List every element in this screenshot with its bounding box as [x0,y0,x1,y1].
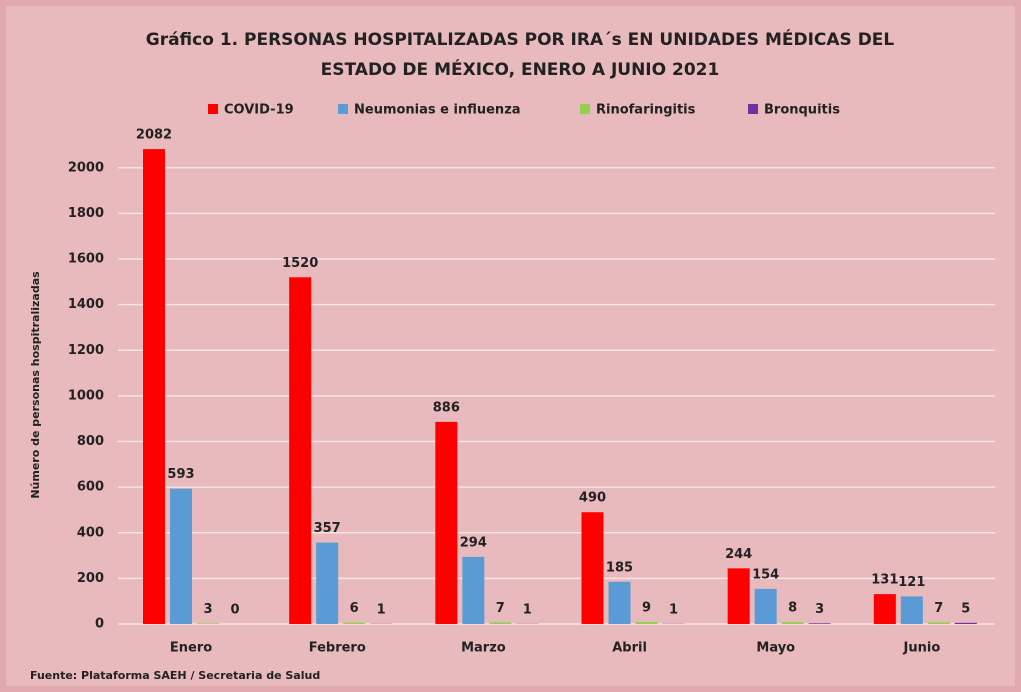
data-label: 1 [523,602,532,617]
data-label: 7 [496,601,505,616]
bar [954,622,977,624]
legend-label: Rinofaringitis [596,103,696,118]
data-label: 185 [606,560,633,575]
bar [727,568,750,624]
data-label: 244 [725,547,752,562]
data-label: 0 [230,603,239,618]
legend-swatch [208,104,218,114]
source-note: Fuente: Plataforma SAEH / Secretaria de … [30,669,320,682]
y-tick-label: 800 [77,434,104,449]
y-axis-label: Número de personas hospitralizadas [29,271,42,499]
data-label: 490 [579,491,606,506]
chart-title: Gráfico 1. PERSONAS HOSPITALIZADAS POR I… [146,28,895,50]
bar [170,488,192,624]
data-label: 9 [642,600,651,615]
bar [197,623,219,624]
data-label: 294 [460,535,487,550]
bar [927,622,950,624]
bar [581,512,604,624]
y-tick-label: 400 [77,525,104,540]
bar [316,542,339,624]
legend-swatch [338,104,348,114]
legend-label: Bronquitis [764,103,840,118]
bar [289,277,312,624]
data-label: 357 [314,521,341,536]
x-tick-label: Abril [612,641,647,656]
chart-title: ESTADO DE MÉXICO, ENERO A JUNIO 2021 [321,58,720,80]
y-tick-label: 1600 [68,252,104,267]
bar [781,622,804,624]
data-label: 7 [934,601,943,616]
x-tick-label: Marzo [461,641,506,656]
y-tick-label: 1000 [68,388,104,403]
data-label: 5 [961,601,970,616]
bar [808,623,831,624]
y-tick-label: 1400 [68,297,104,312]
x-tick-label: Febrero [309,641,366,656]
y-tick-label: 0 [95,617,104,632]
data-label: 1 [377,602,386,617]
y-tick-label: 200 [77,571,104,586]
x-tick-label: Junio [903,641,941,656]
bar [143,149,165,624]
legend-label: COVID-19 [224,103,294,118]
data-label: 3 [815,602,824,617]
data-label: 8 [788,601,797,616]
data-label: 3 [203,602,212,617]
bar [489,622,512,624]
bar [462,556,485,624]
bar [873,594,896,624]
data-label: 154 [752,567,779,582]
legend-swatch [580,104,590,114]
y-tick-label: 600 [77,480,104,495]
bar [608,581,631,624]
y-tick-label: 1200 [68,343,104,358]
data-label: 6 [350,601,359,616]
data-label: 121 [898,575,925,590]
data-label: 1 [669,602,678,617]
data-label: 2082 [136,128,172,143]
legend-swatch [748,104,758,114]
bar [635,621,658,624]
y-tick-label: 1800 [68,206,104,221]
data-label: 131 [871,573,898,588]
x-tick-label: Mayo [756,641,795,656]
data-label: 593 [167,467,194,482]
x-tick-label: Enero [170,641,212,656]
bar [343,622,366,624]
data-label: 886 [433,400,460,415]
bar [900,596,923,624]
data-label: 1520 [282,256,318,271]
y-tick-label: 2000 [68,160,104,175]
legend-label: Neumonias e influenza [354,103,521,118]
bar [754,588,777,624]
bar [435,421,458,624]
